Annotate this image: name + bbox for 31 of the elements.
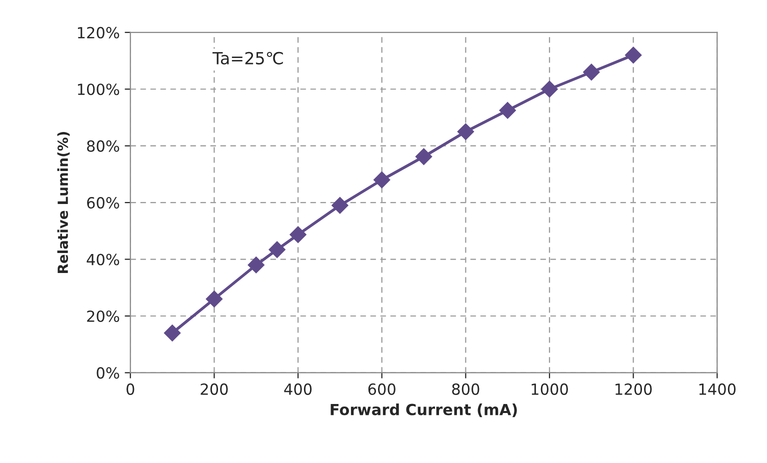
y-tick-label: 100% bbox=[78, 84, 120, 96]
y-tick-label: 60% bbox=[87, 197, 120, 209]
point bbox=[248, 256, 264, 274]
y-tick-label: 40% bbox=[86, 254, 120, 266]
y-tick-label: 20% bbox=[87, 310, 120, 322]
point bbox=[457, 123, 474, 140]
x-tick-label: 600 bbox=[368, 383, 396, 395]
y-tick-label: 80% bbox=[87, 140, 120, 152]
x-tick-label: 1400 bbox=[699, 383, 736, 395]
point bbox=[332, 197, 348, 214]
x-tick-label: 1200 bbox=[616, 383, 652, 395]
y-axis-title: Relative Lumin(%) bbox=[57, 132, 70, 273]
point bbox=[415, 148, 432, 165]
annotation: Ta=25℃ bbox=[212, 52, 283, 64]
point bbox=[541, 80, 558, 98]
point bbox=[499, 102, 516, 119]
point bbox=[268, 241, 286, 258]
x-axis-title: Forward Current (mA) bbox=[330, 403, 517, 418]
point bbox=[206, 290, 223, 308]
point bbox=[624, 46, 642, 64]
point bbox=[290, 226, 306, 243]
x-tick-label: 800 bbox=[452, 383, 480, 395]
x-tick-label: 1000 bbox=[532, 383, 568, 395]
point bbox=[583, 64, 600, 80]
point bbox=[373, 172, 390, 188]
y-tick-label: 0% bbox=[96, 367, 120, 379]
y-tick-label: 120% bbox=[78, 26, 120, 38]
x-tick-label: 0 bbox=[126, 383, 134, 395]
point bbox=[164, 324, 181, 342]
x-tick-label: 200 bbox=[200, 383, 228, 395]
x-tick-label: 400 bbox=[284, 383, 312, 395]
